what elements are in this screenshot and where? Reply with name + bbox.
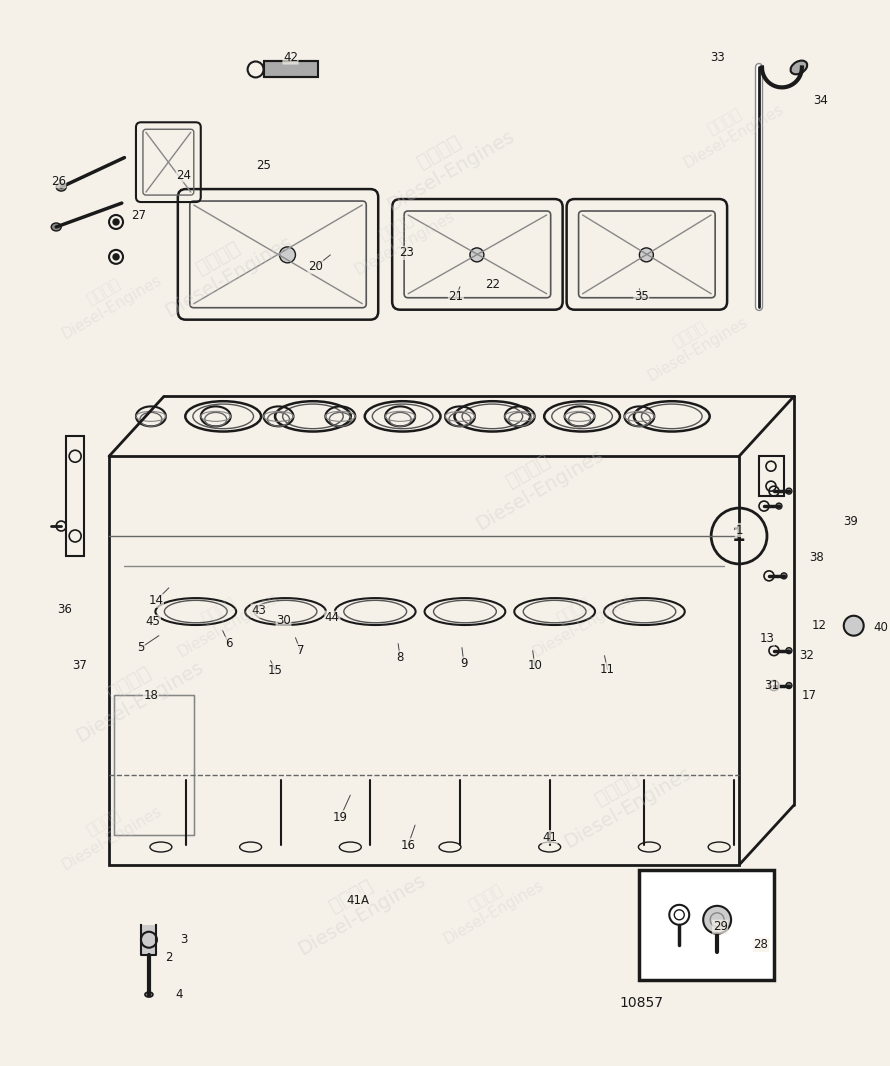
Ellipse shape — [52, 223, 61, 231]
Text: 10857: 10857 — [619, 996, 663, 1010]
Text: 20: 20 — [308, 260, 323, 273]
Text: 29: 29 — [713, 920, 728, 933]
Circle shape — [279, 247, 295, 263]
Text: 18: 18 — [143, 689, 158, 702]
Text: 1: 1 — [735, 523, 743, 536]
Text: 43: 43 — [251, 604, 266, 617]
Circle shape — [844, 616, 863, 635]
Circle shape — [781, 572, 787, 579]
Circle shape — [113, 254, 119, 260]
Text: 14: 14 — [149, 594, 164, 608]
Text: 紧发动力
Diesel-Engines: 紧发动力 Diesel-Engines — [284, 852, 429, 958]
Text: 40: 40 — [873, 621, 888, 634]
Text: 28: 28 — [754, 938, 768, 951]
Circle shape — [470, 248, 484, 262]
Text: 6: 6 — [225, 637, 232, 650]
Text: 38: 38 — [810, 551, 824, 564]
Text: 44: 44 — [325, 611, 340, 625]
Text: 紧发动力
Diesel-Engines: 紧发动力 Diesel-Engines — [51, 257, 165, 341]
Text: 41A: 41A — [347, 894, 369, 907]
Text: 31: 31 — [765, 679, 780, 692]
Text: 紧发动力
Diesel-Engines: 紧发动力 Diesel-Engines — [550, 745, 695, 853]
Bar — [639, 870, 774, 980]
Text: 5: 5 — [137, 641, 145, 655]
Text: 39: 39 — [844, 515, 858, 528]
Circle shape — [703, 906, 731, 934]
Text: 36: 36 — [57, 603, 71, 616]
Text: 13: 13 — [759, 632, 774, 645]
Text: 34: 34 — [813, 94, 829, 107]
Circle shape — [776, 503, 782, 510]
Text: 25: 25 — [256, 159, 271, 172]
Text: 8: 8 — [396, 651, 404, 664]
Text: 42: 42 — [283, 51, 298, 64]
Text: 紧发动力
Diesel-Engines: 紧发动力 Diesel-Engines — [150, 213, 295, 321]
Ellipse shape — [145, 992, 153, 997]
Text: 紧发动力
Diesel-Engines: 紧发动力 Diesel-Engines — [461, 426, 606, 534]
Text: 紧发动力
Diesel-Engines: 紧发动力 Diesel-Engines — [521, 576, 635, 660]
Text: 1: 1 — [732, 527, 746, 546]
Text: 17: 17 — [801, 689, 816, 702]
Text: 紧发动力
Diesel-Engines: 紧发动力 Diesel-Engines — [636, 300, 750, 384]
Text: 11: 11 — [600, 663, 615, 676]
Text: 37: 37 — [72, 659, 86, 672]
Text: 19: 19 — [333, 810, 348, 824]
Text: 22: 22 — [485, 278, 500, 291]
Text: 32: 32 — [799, 649, 814, 662]
Text: 15: 15 — [268, 664, 283, 677]
Text: 26: 26 — [51, 175, 66, 188]
Text: 16: 16 — [400, 839, 416, 852]
Circle shape — [113, 219, 119, 225]
Text: 紧发动力
Diesel-Engines: 紧发动力 Diesel-Engines — [433, 862, 546, 948]
Bar — [114, 695, 194, 835]
Text: 紧发动力
Diesel-Engines: 紧发动力 Diesel-Engines — [166, 576, 280, 660]
Text: 24: 24 — [176, 168, 191, 181]
Circle shape — [786, 648, 792, 653]
Text: 2: 2 — [166, 951, 173, 964]
Text: 4: 4 — [175, 988, 182, 1001]
Text: 3: 3 — [180, 933, 188, 947]
Text: 紧发动力
Diesel-Engines: 紧发动力 Diesel-Engines — [51, 788, 165, 873]
Text: 紧发动力
Diesel-Engines: 紧发动力 Diesel-Engines — [672, 86, 786, 172]
Circle shape — [639, 248, 653, 262]
Text: 9: 9 — [460, 657, 467, 671]
Bar — [759, 456, 784, 496]
Ellipse shape — [790, 61, 807, 75]
Bar — [263, 62, 319, 78]
Text: 41: 41 — [542, 830, 557, 843]
Circle shape — [786, 682, 792, 689]
Text: 12: 12 — [812, 619, 826, 632]
Text: 30: 30 — [276, 614, 291, 627]
Bar — [114, 695, 194, 835]
Text: 27: 27 — [132, 210, 147, 223]
Circle shape — [786, 488, 792, 495]
Text: 23: 23 — [399, 246, 414, 259]
Text: 紧发动力
Diesel-Engines: 紧发动力 Diesel-Engines — [62, 639, 207, 746]
Text: 紧发动力
Diesel-Engines: 紧发动力 Diesel-Engines — [344, 193, 457, 278]
Text: 33: 33 — [709, 51, 724, 64]
Text: 紧发动力
Diesel-Engines: 紧发动力 Diesel-Engines — [372, 108, 518, 214]
Text: 7: 7 — [296, 644, 304, 657]
Text: 45: 45 — [145, 615, 160, 628]
Text: 21: 21 — [449, 290, 464, 303]
Bar — [109, 456, 739, 865]
Text: 10: 10 — [527, 659, 542, 672]
Text: 35: 35 — [634, 290, 649, 303]
Polygon shape — [141, 925, 156, 955]
Ellipse shape — [56, 183, 66, 191]
Bar — [66, 436, 85, 556]
